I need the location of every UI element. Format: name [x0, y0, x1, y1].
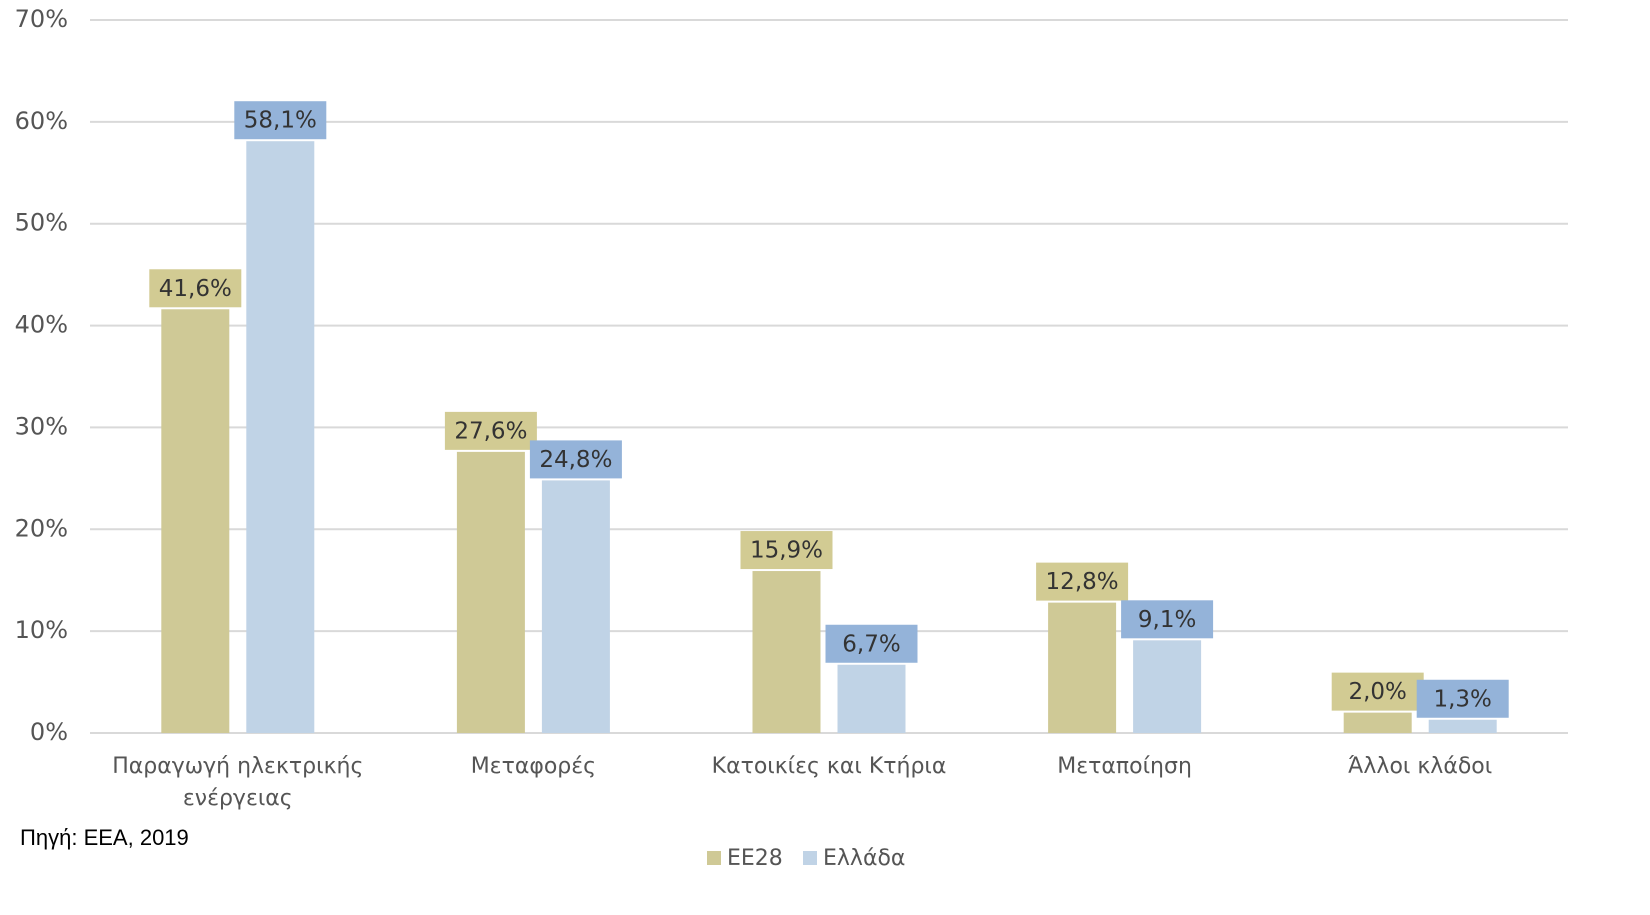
data-label: 58,1%	[244, 108, 317, 134]
y-tick-label: 10%	[15, 616, 68, 644]
bar	[752, 571, 821, 733]
bar	[161, 309, 230, 733]
legend-label: Ελλάδα	[823, 846, 905, 871]
source-note: Πηγή: ΕΕΑ, 2019	[20, 825, 189, 850]
y-tick-label: 50%	[15, 209, 68, 237]
y-tick-label: 30%	[15, 412, 68, 440]
data-label: 12,8%	[1046, 569, 1119, 595]
data-label-box	[234, 101, 327, 140]
data-label: 9,1%	[1138, 607, 1196, 633]
y-tick-label: 70%	[15, 5, 68, 33]
y-tick-label: 60%	[15, 107, 68, 135]
bar	[1048, 602, 1117, 733]
x-tick-label: Άλλοι κλάδοι	[1348, 754, 1493, 779]
data-label-box	[1036, 562, 1129, 601]
data-label-box	[149, 269, 242, 308]
legend-swatch	[707, 851, 721, 865]
data-label-box	[825, 624, 918, 663]
data-label-box	[444, 411, 537, 450]
x-tick-label: Μεταφορές	[470, 754, 597, 779]
data-label: 6,7%	[842, 631, 900, 657]
legend-swatch	[803, 851, 817, 865]
bar	[456, 451, 525, 733]
y-tick-label: 20%	[15, 514, 68, 542]
bar	[541, 480, 610, 733]
data-label-box	[529, 440, 622, 479]
x-tick-label: Παραγωγή ηλεκτρικής ενέργειας	[112, 754, 364, 811]
data-label: 15,9%	[750, 538, 823, 564]
y-tick-label: 0%	[30, 718, 68, 746]
data-label: 27,6%	[454, 418, 527, 444]
data-label: 41,6%	[159, 276, 232, 302]
data-label-box	[1331, 672, 1424, 711]
bar	[837, 664, 906, 733]
bar	[1428, 719, 1497, 733]
data-label-box	[1121, 600, 1214, 639]
data-label-box	[740, 531, 833, 570]
data-label: 1,3%	[1433, 686, 1491, 712]
data-label-box	[1416, 679, 1509, 718]
data-label: 24,8%	[539, 447, 612, 473]
x-tick-label: Κατοικίες και Κτήρια	[711, 754, 947, 779]
bar	[1343, 712, 1412, 733]
x-tick-label: Μεταποίηση	[1057, 754, 1192, 779]
y-tick-label: 40%	[15, 311, 68, 339]
legend-label: ΕΕ28	[727, 846, 783, 871]
bar	[1133, 640, 1202, 733]
bar	[246, 141, 315, 733]
data-label: 2,0%	[1348, 679, 1406, 705]
